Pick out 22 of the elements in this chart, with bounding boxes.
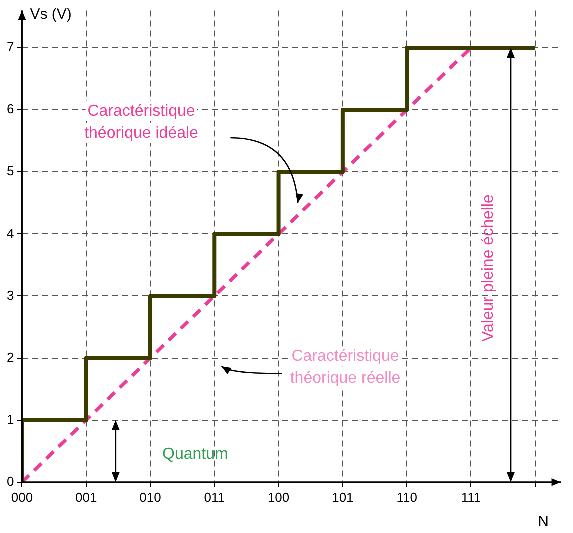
x-tick-label: 110 <box>396 490 418 505</box>
x-tick-label: 111 <box>461 490 482 505</box>
y-tick-label: 2 <box>6 350 14 365</box>
y-tick-label: 1 <box>6 412 14 427</box>
x-tick-label: 011 <box>204 490 226 505</box>
annotation: Caractéristique théorique idéale <box>84 102 199 142</box>
x-tick-label: 010 <box>140 490 162 505</box>
x-tick-label: 100 <box>268 490 290 505</box>
x-tick-label: 001 <box>76 490 98 505</box>
y-axis-title: Vs (V) <box>30 6 72 23</box>
annotation: Valeur pleine échelle <box>480 194 497 342</box>
y-tick-label: 3 <box>6 288 14 303</box>
x-axis-title: N <box>538 514 549 531</box>
annotation: Caractéristique théorique réelle <box>290 348 401 388</box>
y-tick-label: 0 <box>6 474 14 489</box>
x-tick-label: 000 <box>11 490 34 505</box>
y-tick-label: 5 <box>6 164 14 179</box>
y-tick-label: 7 <box>6 40 14 55</box>
annotation: Quantum <box>162 446 228 463</box>
y-tick-label: 4 <box>6 226 14 241</box>
x-tick-label: 101 <box>332 490 354 505</box>
y-tick-label: 6 <box>6 102 14 117</box>
